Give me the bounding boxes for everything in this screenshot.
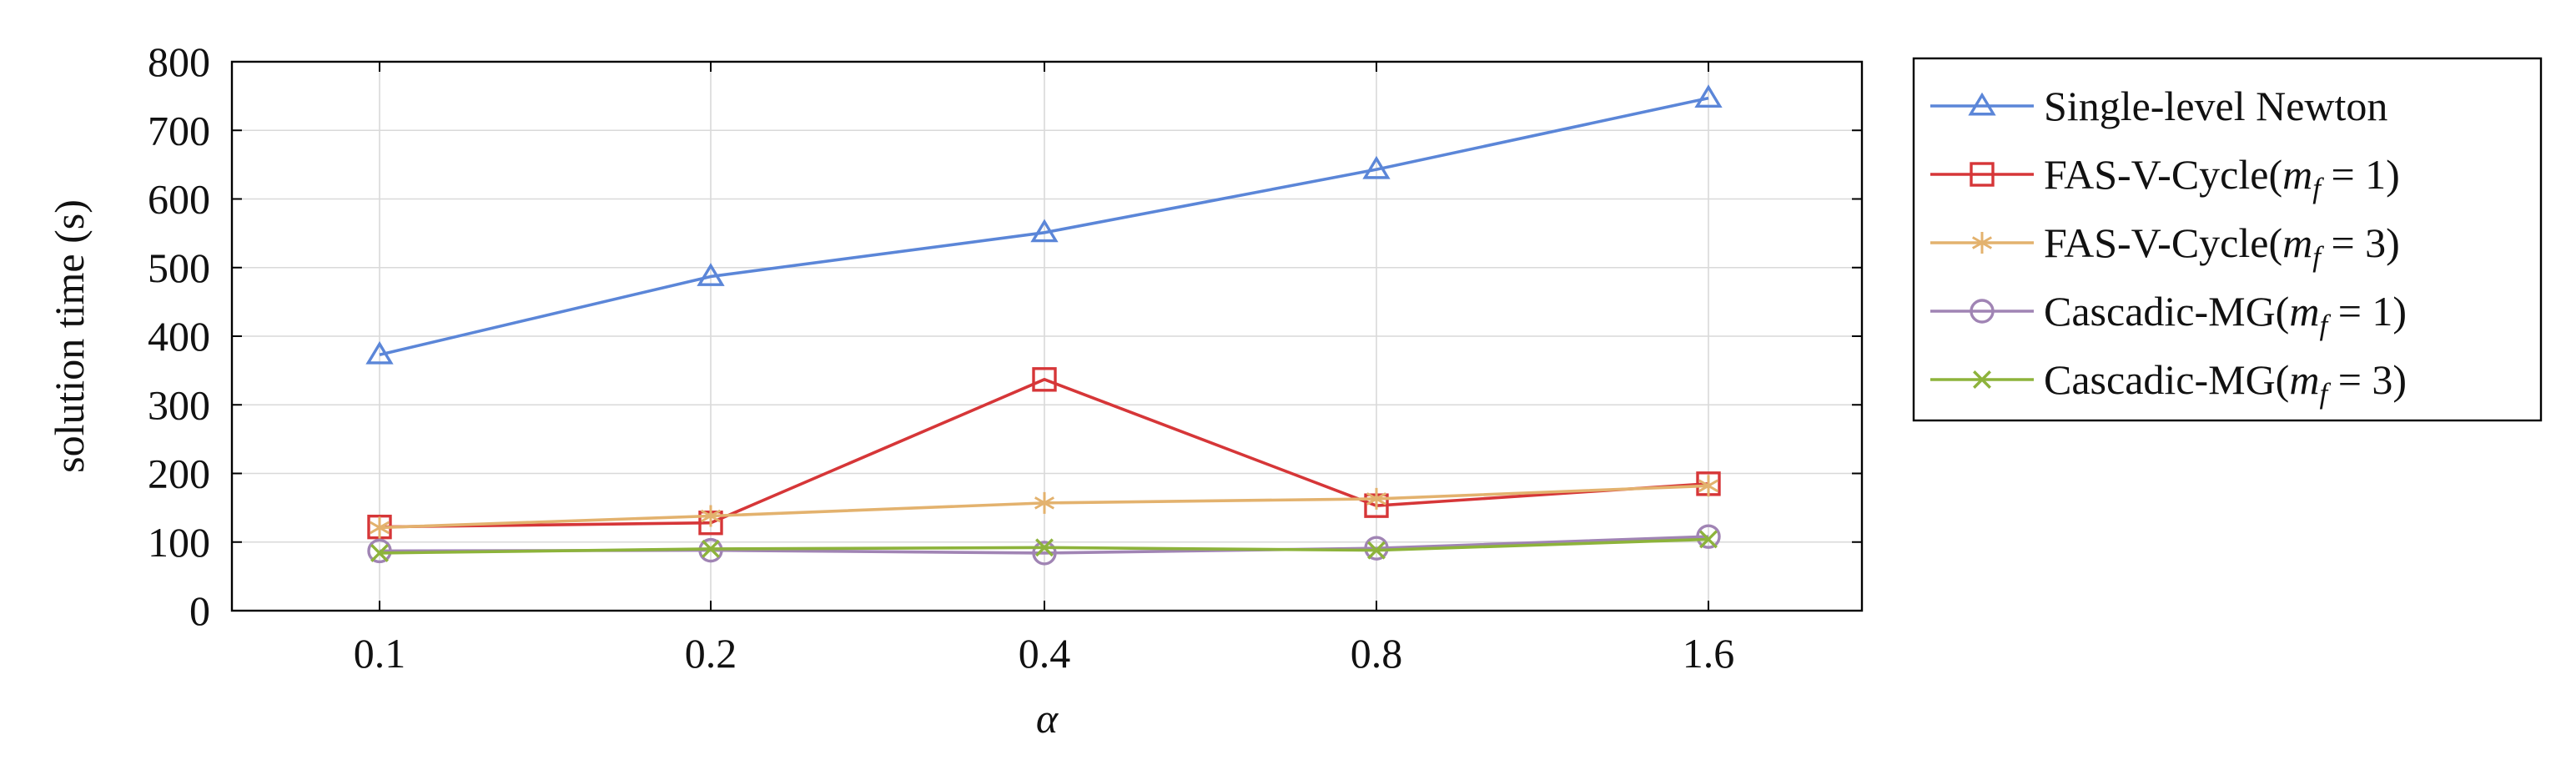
legend-marker — [1970, 299, 1995, 324]
legend-marker — [1970, 162, 1995, 187]
data-point-marker — [1696, 524, 1721, 549]
y-axis-label: solution time (s) — [46, 199, 93, 473]
legend-label: FAS-V-Cycle(mf = 1) — [2044, 151, 2400, 204]
legend-entry: FAS-V-Cycle(mf = 3) — [1930, 219, 2400, 273]
legend: Single-level Newton FAS-V-Cycle(mf = 1) FA… — [1912, 57, 2543, 422]
data-point-marker — [1694, 84, 1723, 108]
legend-label: Single-level Newton — [2044, 83, 2387, 129]
legend-entry: Single-level Newton — [1930, 83, 2387, 129]
y-tick-label: 100 — [148, 519, 210, 566]
data-point-marker — [702, 540, 720, 558]
legend-entry: Cascadic-MG(mf = 1) — [1930, 288, 2407, 341]
x-tick-label: 1.6 — [1683, 630, 1735, 677]
data-point-marker — [1030, 219, 1059, 243]
data-point-marker — [367, 538, 392, 564]
series-0 — [365, 84, 1723, 365]
legend-marker — [1973, 370, 1991, 389]
data-point-marker — [1032, 541, 1057, 566]
legend-marker — [1968, 92, 1996, 116]
y-tick-label: 200 — [148, 450, 210, 497]
data-point-marker — [1362, 155, 1391, 179]
y-tick-label: 0 — [189, 587, 210, 634]
series-layer — [365, 84, 1723, 566]
x-tick-label: 0.1 — [354, 630, 406, 677]
x-axis-label: α — [1036, 695, 1059, 742]
legend-entry: FAS-V-Cycle(mf = 1) — [1930, 151, 2400, 204]
data-point-marker — [369, 516, 390, 539]
data-point-marker — [1032, 367, 1057, 392]
legend-label: Cascadic-MG(mf = 3) — [2044, 356, 2407, 410]
series-1 — [367, 367, 1721, 540]
data-point-marker — [1367, 541, 1386, 560]
series-2 — [369, 475, 1719, 539]
y-tick-label: 800 — [148, 38, 210, 85]
data-point-marker — [700, 505, 722, 527]
grid — [232, 61, 1862, 612]
data-point-marker — [1698, 475, 1719, 497]
y-tick-label: 600 — [148, 176, 210, 223]
data-point-marker — [1366, 487, 1387, 510]
data-point-marker — [697, 263, 725, 286]
legend-box — [1912, 57, 2543, 422]
y-tick-label: 700 — [148, 107, 210, 154]
legend-label: Cascadic-MG(mf = 1) — [2044, 288, 2407, 341]
y-tick-label: 400 — [148, 313, 210, 360]
legend-marker — [1971, 232, 1993, 254]
series-4 — [370, 530, 1718, 562]
x-tick-label: 0.8 — [1351, 630, 1403, 677]
data-point-marker — [1699, 530, 1718, 549]
x-tick-label: 0.4 — [1019, 630, 1071, 677]
data-point-marker — [1035, 538, 1054, 557]
data-point-marker — [1034, 491, 1055, 514]
axis-ticks: 0.1 0.2 0.4 0.8 1.6 0 100 200 300 400 500 600 700 800 — [148, 38, 1862, 677]
series-line — [379, 378, 1709, 529]
x-tick-label: 0.2 — [685, 630, 737, 677]
legend-label: FAS-V-Cycle(mf = 3) — [2044, 219, 2400, 273]
legend-entry: Cascadic-MG(mf = 3) — [1930, 356, 2407, 410]
y-tick-label: 500 — [148, 244, 210, 291]
y-tick-label: 300 — [148, 381, 210, 428]
data-point-marker — [365, 340, 394, 365]
data-point-marker — [370, 543, 389, 562]
data-point-marker — [1364, 536, 1389, 561]
series-line — [379, 96, 1709, 356]
